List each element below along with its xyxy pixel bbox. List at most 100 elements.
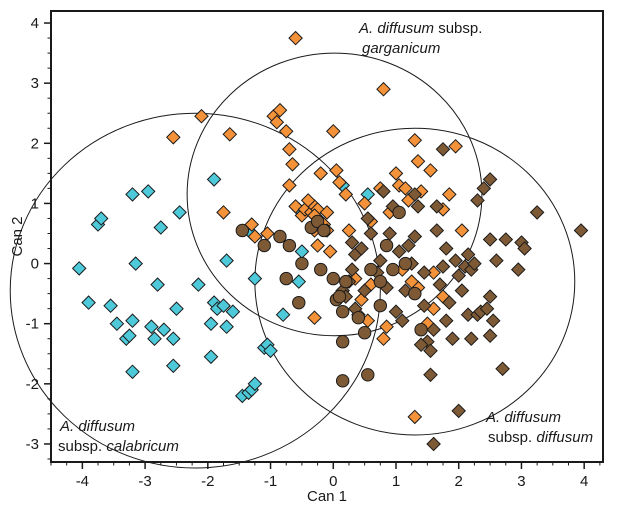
point-diffusum-circle-11 [326,271,340,286]
point-diffusum-diamond-28 [441,295,457,310]
point-calabricum-43 [294,244,310,259]
point-calabricum-20 [169,301,184,317]
point-diffusum-circle-27 [373,298,388,313]
point-diffusum-circle-9 [314,262,328,277]
point-diffusum-circle-10 [317,223,331,238]
point-garganicum-12 [285,156,300,172]
point-garganicum-8 [269,114,285,130]
point-calabricum-17 [156,322,172,338]
point-diffusum-diamond-70 [388,304,404,320]
point-diffusum-circle-16 [335,374,350,388]
point-garganicum-34 [332,175,347,190]
point-garganicum-44 [398,181,413,196]
point-diffusum-diamond-29 [445,331,460,347]
point-diffusum-circle-28 [364,262,378,277]
point-calabricum-16 [153,220,169,235]
point-garganicum-14 [288,199,303,214]
point-calabricum-8 [125,187,140,202]
point-diffusum-circle-21 [379,238,394,253]
label-garganicum: A. diffusum subsp. [358,20,482,37]
point-diffusum-diamond-38 [467,256,482,271]
point-diffusum-diamond-9 [391,244,407,259]
point-calabricum-36 [247,271,263,286]
point-diffusum-diamond-52 [517,241,532,256]
y-tick-label--1: -1 [26,316,39,333]
point-diffusum-diamond-3 [357,283,372,298]
point-calabricum-30 [219,253,234,268]
y-tick-label-2: 2 [31,135,39,152]
label-calabricum-subsp: subsp. [58,438,106,455]
point-diffusum-diamond-45 [482,289,498,304]
point-garganicum-33 [329,163,344,178]
point-diffusum-diamond-24 [432,277,448,292]
label-calabricum-name: subsp. calabricum [58,438,179,455]
point-calabricum-24 [206,172,222,187]
point-diffusum-circle-24 [398,256,413,271]
point-garganicum-4 [244,217,260,232]
point-garganicum-10 [278,123,294,139]
x-tick-label-0: 0 [329,473,337,490]
point-diffusum-circle-22 [386,262,400,277]
point-diffusum-diamond-61 [344,262,360,277]
point-diffusum-diamond-34 [460,247,476,262]
x-tick-label--2: -2 [201,473,214,490]
x-tick-label--3: -3 [138,473,151,490]
point-diffusum-diamond-46 [485,313,501,329]
point-diffusum-diamond-44 [482,232,498,247]
point-garganicum-2 [222,126,238,142]
y-tick-label-3: 3 [31,75,39,92]
point-diffusum-diamond-31 [451,268,467,283]
point-diffusum-diamond-42 [479,301,495,317]
point-calabricum-13 [144,319,159,335]
point-diffusum-diamond-60 [363,226,379,241]
point-diffusum-diamond-50 [510,262,526,277]
group-ellipses [9,52,576,469]
point-diffusum-diamond-56 [426,436,441,452]
point-diffusum-diamond-59 [360,211,376,226]
point-diffusum-diamond-37 [463,331,479,347]
point-diffusum-diamond-21 [426,322,441,338]
point-garganicum-47 [410,153,426,169]
y-axis-title: Can 2 [9,216,26,256]
point-diffusum-diamond-58 [376,184,391,199]
y-tick-label-4: 4 [31,15,39,32]
point-garganicum-5 [247,229,263,244]
label-garganicum-name: garganicum [362,40,440,57]
x-axis-title: Can 1 [307,488,347,505]
point-diffusum-diamond-47 [489,253,504,268]
point-garganicum-11 [282,141,297,157]
ellipse-calabricum [9,112,381,469]
point-diffusum-circle-14 [335,304,350,319]
point-diffusum-diamond-69 [451,403,467,419]
point-garganicum-35 [338,187,354,202]
ellipse-garganicum [186,52,483,337]
point-calabricum-4 [103,298,118,314]
point-garganicum-3 [216,205,231,220]
point-diffusum-circle-29 [339,274,353,289]
point-diffusum-diamond-68 [413,337,429,353]
point-calabricum-44 [291,274,307,289]
point-calabricum-15 [150,277,165,292]
point-diffusum-diamond-54 [573,223,589,238]
point-calabricum-23 [203,349,219,365]
point-diffusum-diamond-16 [416,265,432,280]
label-diffusum-subsp: subsp. [488,429,536,446]
point-calabricum-28 [216,298,231,314]
point-diffusum-diamond-7 [382,226,398,241]
point-garganicum-25 [300,193,316,208]
point-diffusum-diamond-67 [394,313,410,329]
point-diffusum-diamond-15 [410,199,426,214]
point-calabricum-3 [93,211,109,226]
y-tick-label-0: 0 [31,256,39,273]
point-calabricum-0 [71,261,87,276]
point-diffusum-circle-20 [373,274,388,289]
label-calabricum-epithet: calabricum [106,438,179,455]
x-tick-label-3: 3 [517,473,525,490]
label-calabricum-species: A. diffusum [59,418,135,435]
point-garganicum-49 [423,163,438,178]
point-garganicum-28 [322,244,338,259]
point-calabricum-11 [128,256,144,271]
label-diffusum-epithet: diffusum [536,429,593,446]
point-calabricum-18 [165,358,181,374]
